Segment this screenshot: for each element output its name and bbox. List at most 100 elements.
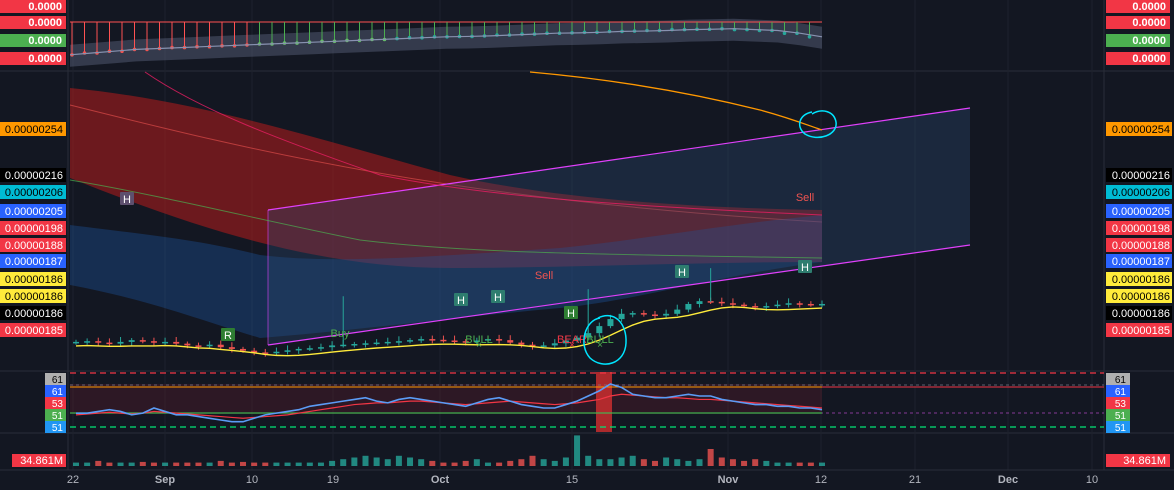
price-label-left-bg (0, 306, 66, 320)
volume-bar (540, 459, 547, 466)
volume-bar (117, 462, 124, 466)
candle-body (807, 303, 814, 306)
annotation-label: H (457, 295, 465, 307)
x-tick-label: Sep (155, 474, 175, 486)
candle-body (518, 342, 525, 345)
annotation-label: Sell (796, 192, 814, 204)
volume-bar (451, 462, 458, 466)
candle-body (529, 344, 536, 347)
price-label-left-bg (0, 323, 66, 337)
price-label-right-bg (1106, 221, 1172, 235)
rsi-label-right-bg (1106, 409, 1130, 421)
price-label-right: 0.00000187 (1112, 256, 1170, 268)
candle-body (696, 301, 703, 304)
volume-bar (128, 462, 135, 466)
x-tick-label: Oct (431, 474, 450, 486)
top-osc-label-right-bg (1106, 16, 1170, 29)
rsi-label-left: 61 (52, 387, 64, 398)
volume-bar (295, 462, 302, 466)
price-label-left: 0.00000185 (5, 325, 63, 337)
volume-label-left: 34.861M (20, 455, 63, 467)
price-label-right: 0.00000186 (1112, 274, 1170, 286)
ma-green (69, 179, 823, 259)
volume-bar (752, 459, 759, 466)
channel-fill (268, 108, 970, 345)
rsi-label-right: 61 (1115, 387, 1127, 398)
price-label-left: 0.00000186 (5, 291, 63, 303)
volume-bar (217, 460, 224, 466)
annotation-label: H (567, 308, 575, 320)
volume-bar (340, 459, 347, 466)
candle-body (262, 352, 269, 354)
candle-body (273, 351, 280, 354)
rsi-highlight-bar (596, 372, 612, 432)
price-label-right-bg (1106, 306, 1172, 320)
annotation-label: H (678, 267, 686, 279)
volume-bar (473, 459, 480, 466)
volume-bar (562, 457, 569, 466)
price-label-left-bg (0, 254, 66, 268)
candle-body (729, 303, 736, 305)
candle-body (607, 319, 614, 327)
volume-bar (395, 455, 402, 466)
volume-bar (618, 457, 625, 466)
candle-body (106, 342, 113, 345)
volume-bar (819, 462, 825, 466)
volume-bar (574, 435, 581, 466)
price-label-left-bg (0, 221, 66, 235)
top-osc-label-right: 0.0000 (1132, 1, 1166, 13)
x-tick-label: Dec (998, 474, 1018, 486)
candle-body (462, 341, 469, 343)
annotation-label: BULL (586, 334, 614, 346)
rsi-label-right: 51 (1115, 411, 1127, 422)
volume-bar (262, 462, 269, 466)
top-osc-label-right: 0.0000 (1132, 53, 1166, 65)
x-tick-label: 15 (566, 474, 578, 486)
volume-bar (763, 460, 770, 466)
cross-marker: × (597, 340, 603, 351)
annotation-label: H (494, 292, 502, 304)
rsi-label-right-bg (1106, 421, 1130, 433)
volume-bar (629, 455, 636, 466)
volume-label-right-bg (1106, 454, 1170, 467)
price-label-right: 0.00000254 (1112, 124, 1170, 136)
rsi-label-right-bg (1106, 373, 1130, 385)
candle-body (173, 341, 180, 344)
top-osc-label-right-bg (1106, 0, 1170, 13)
price-label-right: 0.00000186 (1112, 308, 1170, 320)
price-label-right-bg (1106, 323, 1172, 337)
volume-bar (607, 459, 614, 466)
candle-body (84, 341, 91, 343)
volume-bar (84, 462, 91, 466)
price-label-left-bg (0, 122, 66, 136)
top-osc-label-right: 0.0000 (1132, 17, 1166, 29)
candle-body (150, 341, 157, 343)
candle-body (796, 303, 803, 305)
top-osc-label-left-bg (0, 34, 66, 47)
volume-label-right: 34.861M (1123, 455, 1166, 467)
cloud-edge-line (69, 104, 823, 223)
volume-bar (418, 459, 425, 466)
price-label-left: 0.00000186 (5, 308, 63, 320)
volume-bar (73, 462, 79, 466)
price-label-left: 0.00000186 (5, 274, 63, 286)
x-tick-label: Nov (718, 474, 740, 486)
volume-bar (329, 460, 336, 466)
channel-lower-line (267, 244, 971, 346)
candle-body (507, 340, 514, 343)
volume-bar (729, 459, 736, 466)
candle-body (663, 313, 670, 316)
top-osc-label-left: 0.0000 (28, 35, 62, 47)
price-label-right-bg (1106, 122, 1172, 136)
volume-bar (718, 457, 725, 466)
candle-body (718, 301, 725, 304)
candle-body (473, 340, 480, 342)
volume-label-left-bg (12, 454, 66, 467)
top-osc-label-left: 0.0000 (28, 53, 62, 65)
candle-body (551, 343, 558, 346)
rsi-label-left-bg (45, 397, 66, 409)
price-label-left: 0.00000206 (5, 187, 63, 199)
volume-bar (384, 459, 391, 466)
candle-body (162, 341, 169, 344)
